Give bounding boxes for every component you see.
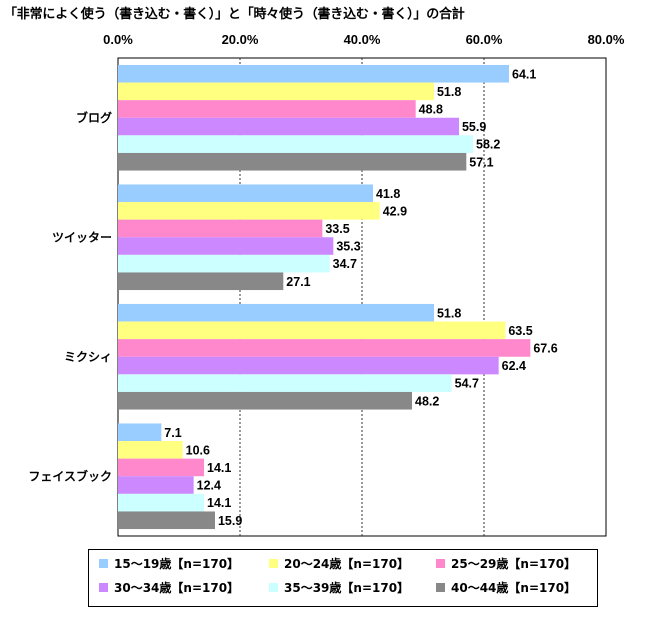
legend-swatch — [99, 583, 108, 592]
data-label: 41.8 — [376, 187, 400, 201]
bar — [118, 303, 434, 322]
data-label: 64.1 — [512, 67, 536, 81]
data-label: 48.2 — [415, 394, 439, 408]
bar — [118, 82, 434, 101]
legend-label: 30～34歳【n=170】 — [114, 581, 240, 595]
x-tick-label: 20.0% — [222, 32, 259, 47]
bar — [118, 254, 330, 273]
data-label: 14.1 — [207, 496, 231, 510]
data-label: 51.8 — [437, 306, 461, 320]
legend-item: 30～34歳【n=170】 — [99, 579, 239, 596]
chart-title: 「非常によく使う（書き込む・書く）」と「時々使う（書き込む・書く）」の合計 — [4, 7, 465, 22]
bar — [118, 458, 205, 477]
legend-label: 20～24歳【n=170】 — [284, 557, 410, 571]
bar — [118, 202, 380, 220]
bar — [118, 152, 467, 171]
data-label: 63.5 — [508, 324, 532, 338]
category-label: ミクシィ — [64, 350, 112, 364]
data-label: 48.8 — [419, 102, 443, 116]
data-label: 7.1 — [164, 426, 181, 440]
legend-swatch — [436, 559, 445, 568]
legend-item: 25～29歳【n=170】 — [436, 555, 576, 572]
data-label: 27.1 — [286, 275, 310, 289]
category-label: ツイッター — [52, 230, 112, 244]
data-label: 12.4 — [197, 479, 221, 493]
data-label: 33.5 — [325, 222, 349, 236]
data-label: 58.2 — [476, 138, 500, 152]
bar — [118, 374, 452, 392]
bar — [118, 100, 416, 118]
legend-item: 20～24歳【n=170】 — [269, 555, 409, 572]
data-label: 62.4 — [502, 359, 526, 373]
legend-label: 15～19歳【n=170】 — [114, 557, 240, 571]
bar — [118, 272, 284, 291]
bar — [118, 184, 373, 203]
category-label: ブログ — [76, 110, 112, 125]
legend-item: 35～39歳【n=170】 — [269, 579, 409, 596]
bar — [118, 391, 413, 410]
data-label: 15.9 — [218, 514, 242, 528]
bar — [118, 321, 506, 340]
legend-label: 25～29歳【n=170】 — [451, 557, 577, 571]
bar — [118, 64, 510, 83]
bar — [118, 441, 183, 459]
legend-swatch — [269, 559, 278, 568]
data-label: 51.8 — [437, 85, 461, 99]
legend-swatch — [99, 559, 108, 568]
bar — [118, 339, 531, 357]
bar — [118, 423, 162, 442]
data-label: 57.1 — [469, 155, 493, 169]
data-label: 67.6 — [533, 341, 557, 355]
x-tick-label: 80.0% — [588, 32, 625, 47]
bar — [118, 135, 474, 153]
category-label: フェイスブック — [28, 468, 112, 483]
data-label: 42.9 — [383, 204, 407, 218]
x-tick-label: 40.0% — [344, 32, 381, 47]
chart-legend: 15～19歳【n=170】 20～24歳【n=170】 25～29歳【n=170】 3… — [88, 549, 598, 607]
bar — [118, 493, 205, 512]
legend-swatch — [269, 583, 278, 592]
bar — [118, 219, 323, 238]
data-label: 34.7 — [333, 257, 357, 271]
x-tick-label: 60.0% — [466, 32, 503, 47]
data-label: 14.1 — [207, 461, 231, 475]
bar — [118, 511, 215, 530]
bar — [118, 356, 499, 375]
legend-item: 15～19歳【n=170】 — [99, 555, 239, 572]
data-label: 54.7 — [455, 377, 479, 391]
legend-swatch — [436, 583, 445, 592]
data-label: 10.6 — [186, 443, 210, 457]
legend-label: 40～44歳【n=170】 — [451, 581, 577, 595]
legend-item: 40～44歳【n=170】 — [436, 579, 576, 596]
data-label: 55.9 — [462, 120, 486, 134]
data-label: 35.3 — [336, 240, 360, 254]
bar — [118, 117, 459, 136]
x-tick-label: 0.0% — [103, 32, 133, 47]
bar — [118, 476, 194, 494]
legend-label: 35～39歳【n=170】 — [284, 581, 410, 595]
bar — [118, 237, 334, 255]
